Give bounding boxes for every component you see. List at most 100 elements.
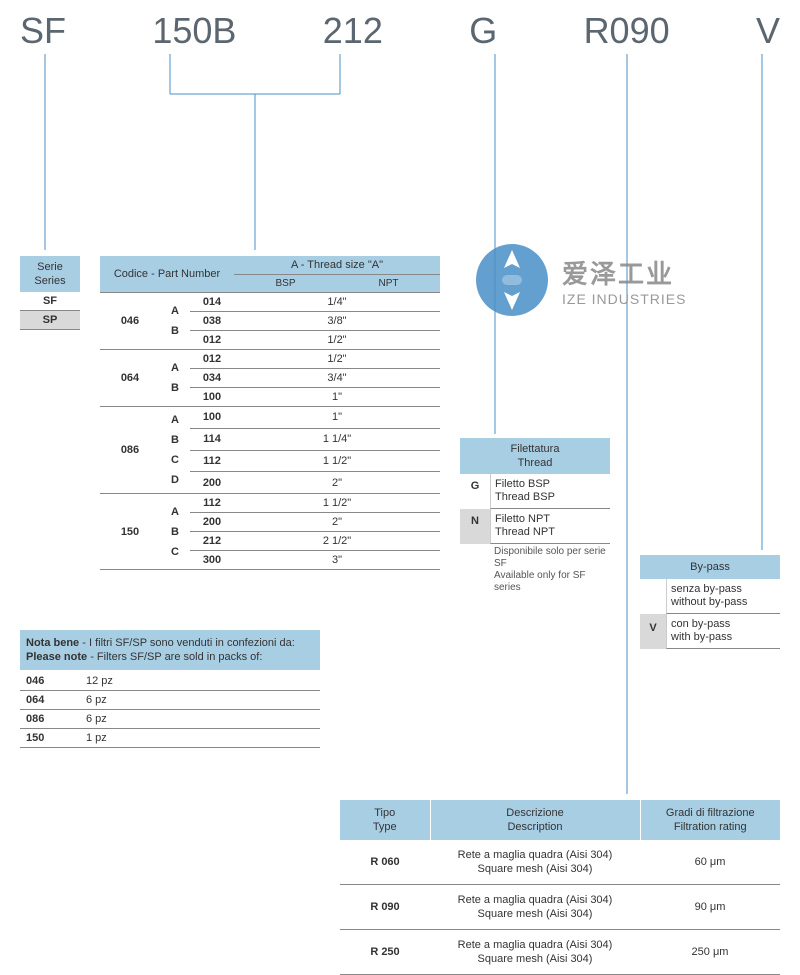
pn-thread-size: 2" bbox=[234, 513, 440, 532]
thread-row: GFiletto BSPThread BSP bbox=[460, 474, 610, 509]
pn-row: 046AB0141/4" bbox=[100, 293, 440, 312]
pn-code: 114 bbox=[190, 428, 234, 450]
nota-code: 046 bbox=[20, 672, 80, 691]
bypass-head: By-pass bbox=[640, 555, 780, 579]
bypass-table: By-pass senza by-passwithout by-passVcon… bbox=[640, 555, 780, 649]
pn-code: 212 bbox=[190, 532, 234, 551]
serie-head: SerieSeries bbox=[20, 256, 80, 292]
serie-table: SerieSeries SFSP bbox=[20, 256, 80, 330]
bypass-row: senza by-passwithout by-pass bbox=[640, 579, 780, 614]
thread-note: Disponibile solo per serie SFAvailable o… bbox=[460, 544, 610, 598]
thread-table: FilettaturaThread GFiletto BSPThread BSP… bbox=[460, 438, 610, 598]
nota-row: 04612 pz bbox=[20, 672, 320, 691]
product-code-header: SF 150B 212 G R090 V bbox=[20, 10, 780, 52]
nota-row: 1501 pz bbox=[20, 729, 320, 748]
pn-code: 012 bbox=[190, 350, 234, 369]
thread-desc: Filetto BSPThread BSP bbox=[490, 474, 610, 509]
pn-thread-size: 1/4" bbox=[234, 293, 440, 312]
pn-code: 112 bbox=[190, 450, 234, 472]
pn-thread-size: 2 1/2" bbox=[234, 532, 440, 551]
filt-rate: 90 μm bbox=[640, 885, 780, 930]
code-p4: G bbox=[469, 10, 497, 52]
pn-row: 064AB0121/2" bbox=[100, 350, 440, 369]
pn-thread-size: 2" bbox=[234, 472, 440, 494]
filt-type: R 090 bbox=[340, 885, 430, 930]
pn-code: 300 bbox=[190, 551, 234, 570]
pn-thread-size: 1/2" bbox=[234, 331, 440, 350]
filt-rate: 250 μm bbox=[640, 930, 780, 975]
bypass-key: V bbox=[640, 614, 666, 649]
pn-code: 100 bbox=[190, 388, 234, 407]
logo-text-cn: 爱泽工业 bbox=[562, 254, 686, 291]
code-p6: V bbox=[756, 10, 780, 52]
filtration-table: TipoType DescrizioneDescription Gradi di… bbox=[340, 800, 780, 975]
filt-row: R 250Rete a maglia quadra (Aisi 304)Squa… bbox=[340, 930, 780, 975]
nota-qty: 6 pz bbox=[80, 710, 320, 729]
filt-desc: Rete a maglia quadra (Aisi 304)Square me… bbox=[430, 885, 640, 930]
bypass-key bbox=[640, 579, 666, 614]
pn-head-thread: A - Thread size "A" bbox=[234, 256, 440, 275]
thread-row: NFiletto NPTThread NPT bbox=[460, 509, 610, 544]
pn-head-codice: Codice - Part Number bbox=[100, 256, 234, 293]
pn-code: 200 bbox=[190, 513, 234, 532]
pn-group-code: 150 bbox=[100, 494, 160, 570]
nota-code: 150 bbox=[20, 729, 80, 748]
pn-letters: ABCD bbox=[160, 407, 190, 494]
thread-head: FilettaturaThread bbox=[460, 438, 610, 474]
serie-row: SP bbox=[20, 311, 80, 330]
pn-row: 150ABC1121 1/2" bbox=[100, 494, 440, 513]
bypass-row: Vcon by-passwith by-pass bbox=[640, 614, 780, 649]
code-p5: R090 bbox=[584, 10, 670, 52]
bypass-desc: con by-passwith by-pass bbox=[666, 614, 780, 649]
filt-type: R 250 bbox=[340, 930, 430, 975]
pn-group-code: 064 bbox=[100, 350, 160, 407]
pn-thread-size: 1 1/2" bbox=[234, 494, 440, 513]
nota-qty: 6 pz bbox=[80, 691, 320, 710]
partnumber-table: Codice - Part Number A - Thread size "A"… bbox=[100, 256, 440, 570]
pn-thread-size: 3/4" bbox=[234, 369, 440, 388]
watermark-logo: 爱泽工业 IZE INDUSTRIES bbox=[472, 240, 686, 320]
pn-row: 086ABCD1001" bbox=[100, 407, 440, 429]
filt-h1: TipoType bbox=[340, 800, 430, 840]
pn-head-npt: NPT bbox=[337, 275, 440, 293]
nota-qty: 12 pz bbox=[80, 672, 320, 691]
filt-h2: DescrizioneDescription bbox=[430, 800, 640, 840]
nota-head: Nota bene - I filtri SF/SP sono venduti … bbox=[20, 630, 320, 670]
pn-thread-size: 1 1/2" bbox=[234, 450, 440, 472]
pn-thread-size: 3" bbox=[234, 551, 440, 570]
thread-key: G bbox=[460, 474, 490, 509]
pn-code: 038 bbox=[190, 312, 234, 331]
pn-thread-size: 1" bbox=[234, 407, 440, 429]
pn-code: 112 bbox=[190, 494, 234, 513]
pn-letters: AB bbox=[160, 293, 190, 350]
pn-code: 100 bbox=[190, 407, 234, 429]
nota-code: 086 bbox=[20, 710, 80, 729]
pn-thread-size: 1/2" bbox=[234, 350, 440, 369]
serie-row: SF bbox=[20, 292, 80, 311]
filt-type: R 060 bbox=[340, 840, 430, 885]
pn-thread-size: 1 1/4" bbox=[234, 428, 440, 450]
pn-letters: AB bbox=[160, 350, 190, 407]
filt-row: R 090Rete a maglia quadra (Aisi 304)Squa… bbox=[340, 885, 780, 930]
filt-desc: Rete a maglia quadra (Aisi 304)Square me… bbox=[430, 930, 640, 975]
logo-icon bbox=[472, 240, 552, 320]
thread-desc: Filetto NPTThread NPT bbox=[490, 509, 610, 544]
filt-desc: Rete a maglia quadra (Aisi 304)Square me… bbox=[430, 840, 640, 885]
code-p2: 150B bbox=[152, 10, 236, 52]
thread-key: N bbox=[460, 509, 490, 544]
pn-head-bsp: BSP bbox=[234, 275, 337, 293]
code-p1: SF bbox=[20, 10, 66, 52]
pn-code: 200 bbox=[190, 472, 234, 494]
nota-box: Nota bene - I filtri SF/SP sono venduti … bbox=[20, 630, 320, 748]
pn-code: 034 bbox=[190, 369, 234, 388]
nota-row: 0646 pz bbox=[20, 691, 320, 710]
filt-rate: 60 μm bbox=[640, 840, 780, 885]
code-p3: 212 bbox=[323, 10, 383, 52]
pn-thread-size: 3/8" bbox=[234, 312, 440, 331]
pn-letters: ABC bbox=[160, 494, 190, 570]
bypass-desc: senza by-passwithout by-pass bbox=[666, 579, 780, 614]
pn-code: 014 bbox=[190, 293, 234, 312]
pn-thread-size: 1" bbox=[234, 388, 440, 407]
logo-text-en: IZE INDUSTRIES bbox=[562, 291, 686, 307]
filt-row: R 060Rete a maglia quadra (Aisi 304)Squa… bbox=[340, 840, 780, 885]
